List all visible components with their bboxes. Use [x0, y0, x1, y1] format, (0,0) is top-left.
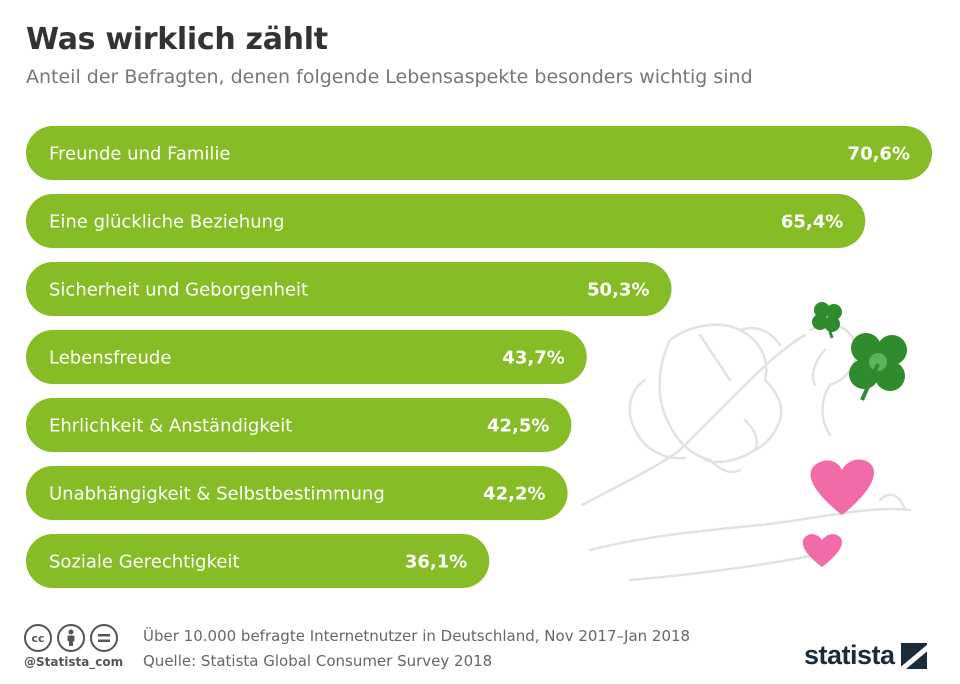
bar [26, 262, 672, 316]
bar [26, 330, 587, 384]
statista-logo-icon [900, 642, 927, 669]
no-derivatives-icon [90, 624, 118, 652]
bar-value-label: 50,3% [587, 280, 649, 301]
bar-category-label: Eine glückliche Beziehung [49, 212, 284, 233]
bar-value-label: 42,5% [487, 416, 549, 437]
source-note: Quelle: Statista Global Consumer Survey … [143, 652, 493, 670]
cc-icon: cc [24, 624, 52, 652]
statista-handle[interactable]: @Statista_com [24, 655, 124, 669]
hands-illustration [580, 302, 912, 582]
bar-category-label: Freunde und Familie [49, 144, 230, 165]
bar [26, 126, 932, 180]
brand-name: statista [804, 640, 895, 670]
statista-logo[interactable]: statista [804, 640, 927, 671]
survey-note: Über 10.000 befragte Internetnutzer in D… [143, 627, 691, 645]
bar-value-label: 36,1% [405, 552, 467, 573]
bar [26, 466, 568, 520]
clover-icon [849, 333, 907, 401]
bar [26, 194, 866, 248]
attribution-icon [57, 624, 85, 652]
chart-subtitle: Anteil der Befragten, denen folgende Leb… [26, 66, 753, 88]
bar-category-label: Soziale Gerechtigkeit [49, 552, 240, 573]
clover-icon [812, 302, 842, 339]
bar-value-label: 43,7% [502, 348, 564, 369]
bar-category-label: Unabhängigkeit & Selbstbestimmung [49, 484, 385, 505]
hands-icon [580, 323, 912, 582]
bar-category-label: Ehrlichkeit & Anständigkeit [49, 416, 292, 437]
bar-value-label: 65,4% [781, 212, 843, 233]
bar-category-label: Lebensfreude [49, 348, 171, 369]
heart-icon [810, 459, 874, 515]
bar-value-label: 70,6% [848, 144, 910, 165]
heart-icon [802, 534, 842, 567]
bar [26, 534, 490, 588]
chart-title: Was wirklich zählt [26, 22, 328, 57]
license-icons: cc [24, 624, 118, 652]
bar-value-label: 42,2% [483, 484, 545, 505]
bar-category-label: Sicherheit und Geborgenheit [49, 280, 308, 301]
bar [26, 398, 572, 452]
